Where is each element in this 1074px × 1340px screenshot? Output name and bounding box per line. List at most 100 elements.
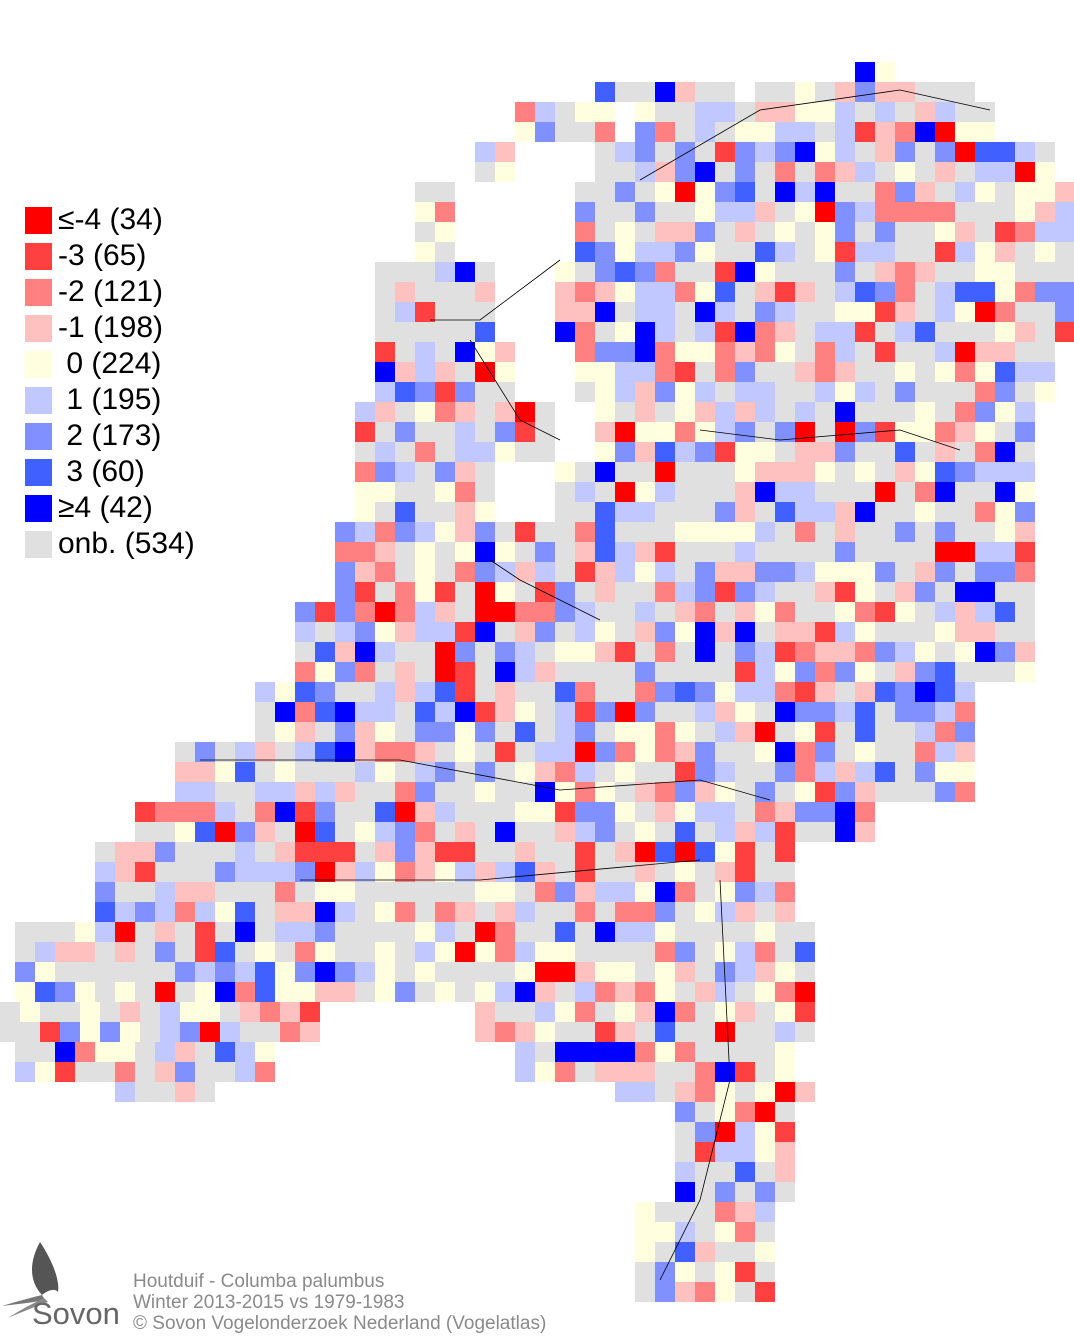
grid-cell — [855, 222, 875, 242]
grid-cell — [1015, 142, 1035, 162]
grid-cell — [755, 282, 775, 302]
grid-cell — [815, 102, 835, 122]
grid-cell — [155, 922, 175, 942]
grid-cell — [635, 1042, 655, 1062]
grid-cell — [675, 122, 695, 142]
grid-cell — [775, 282, 795, 302]
grid-cell — [475, 682, 495, 702]
grid-cell — [315, 762, 335, 782]
grid-cell — [695, 822, 715, 842]
grid-cell — [655, 562, 675, 582]
grid-cell — [495, 842, 515, 862]
grid-cell — [395, 382, 415, 402]
grid-cell — [795, 602, 815, 622]
grid-cell — [735, 262, 755, 282]
grid-cell — [1015, 462, 1035, 482]
grid-cell — [675, 962, 695, 982]
grid-cell — [615, 782, 635, 802]
grid-cell — [515, 522, 535, 542]
grid-cell — [915, 702, 935, 722]
grid-cell — [515, 982, 535, 1002]
grid-cell — [835, 602, 855, 622]
grid-cell — [535, 402, 555, 422]
grid-cell — [615, 202, 635, 222]
grid-cell — [55, 962, 75, 982]
grid-cell — [595, 722, 615, 742]
grid-cell — [755, 1122, 775, 1142]
grid-cell — [615, 1002, 635, 1022]
grid-cell — [455, 982, 475, 1002]
grid-cell — [575, 962, 595, 982]
grid-cell — [695, 1062, 715, 1082]
grid-cell — [795, 482, 815, 502]
grid-cell — [635, 122, 655, 142]
grid-cell — [895, 262, 915, 282]
grid-cell — [595, 282, 615, 302]
grid-cell — [75, 922, 95, 942]
grid-cell — [715, 1222, 735, 1242]
grid-cell — [595, 522, 615, 542]
grid-cell — [755, 342, 775, 362]
grid-cell — [1015, 362, 1035, 382]
grid-cell — [235, 1042, 255, 1062]
grid-cell — [535, 662, 555, 682]
grid-cell — [535, 522, 555, 542]
grid-cell — [675, 222, 695, 242]
grid-cell — [455, 822, 475, 842]
grid-cell — [395, 982, 415, 1002]
grid-cell — [915, 222, 935, 242]
grid-cell — [855, 562, 875, 582]
grid-cell — [335, 662, 355, 682]
grid-cell — [815, 722, 835, 742]
grid-cell — [475, 462, 495, 482]
grid-cell — [675, 1182, 695, 1202]
grid-cell — [215, 782, 235, 802]
grid-cell — [435, 402, 455, 422]
grid-cell — [915, 662, 935, 682]
grid-cell — [775, 162, 795, 182]
grid-cell — [455, 902, 475, 922]
grid-cell — [635, 1022, 655, 1042]
grid-cell — [695, 182, 715, 202]
grid-cell — [375, 762, 395, 782]
grid-cell — [655, 1242, 675, 1262]
grid-cell — [415, 302, 435, 322]
grid-cell — [835, 122, 855, 142]
grid-cell — [635, 1262, 655, 1282]
grid-cell — [655, 322, 675, 342]
grid-cell — [375, 642, 395, 662]
grid-cell — [575, 1002, 595, 1022]
grid-cell — [655, 262, 675, 282]
grid-cell — [495, 962, 515, 982]
grid-cell — [695, 1142, 715, 1162]
grid-cell — [815, 122, 835, 142]
grid-cell — [475, 702, 495, 722]
grid-cell — [475, 402, 495, 422]
grid-cell — [315, 862, 335, 882]
grid-cell — [475, 782, 495, 802]
legend-label: ≥4 (42) — [58, 491, 153, 524]
grid-cell — [995, 422, 1015, 442]
grid-cell — [255, 782, 275, 802]
grid-cell — [915, 782, 935, 802]
grid-cell — [455, 802, 475, 822]
grid-cell — [475, 822, 495, 842]
grid-cell — [755, 742, 775, 762]
grid-cell — [355, 802, 375, 822]
grid-cell — [455, 682, 475, 702]
grid-cell — [955, 102, 975, 122]
grid-cell — [955, 562, 975, 582]
grid-cell — [735, 762, 755, 782]
grid-cell — [715, 1042, 735, 1062]
grid-cell — [655, 682, 675, 702]
grid-cell — [895, 342, 915, 362]
grid-cell — [435, 522, 455, 542]
grid-cell — [675, 602, 695, 622]
grid-cell — [475, 642, 495, 662]
grid-cell — [835, 162, 855, 182]
grid-cell — [115, 962, 135, 982]
grid-cell — [835, 362, 855, 382]
grid-cell — [575, 282, 595, 302]
grid-cell — [835, 142, 855, 162]
grid-cell — [475, 302, 495, 322]
